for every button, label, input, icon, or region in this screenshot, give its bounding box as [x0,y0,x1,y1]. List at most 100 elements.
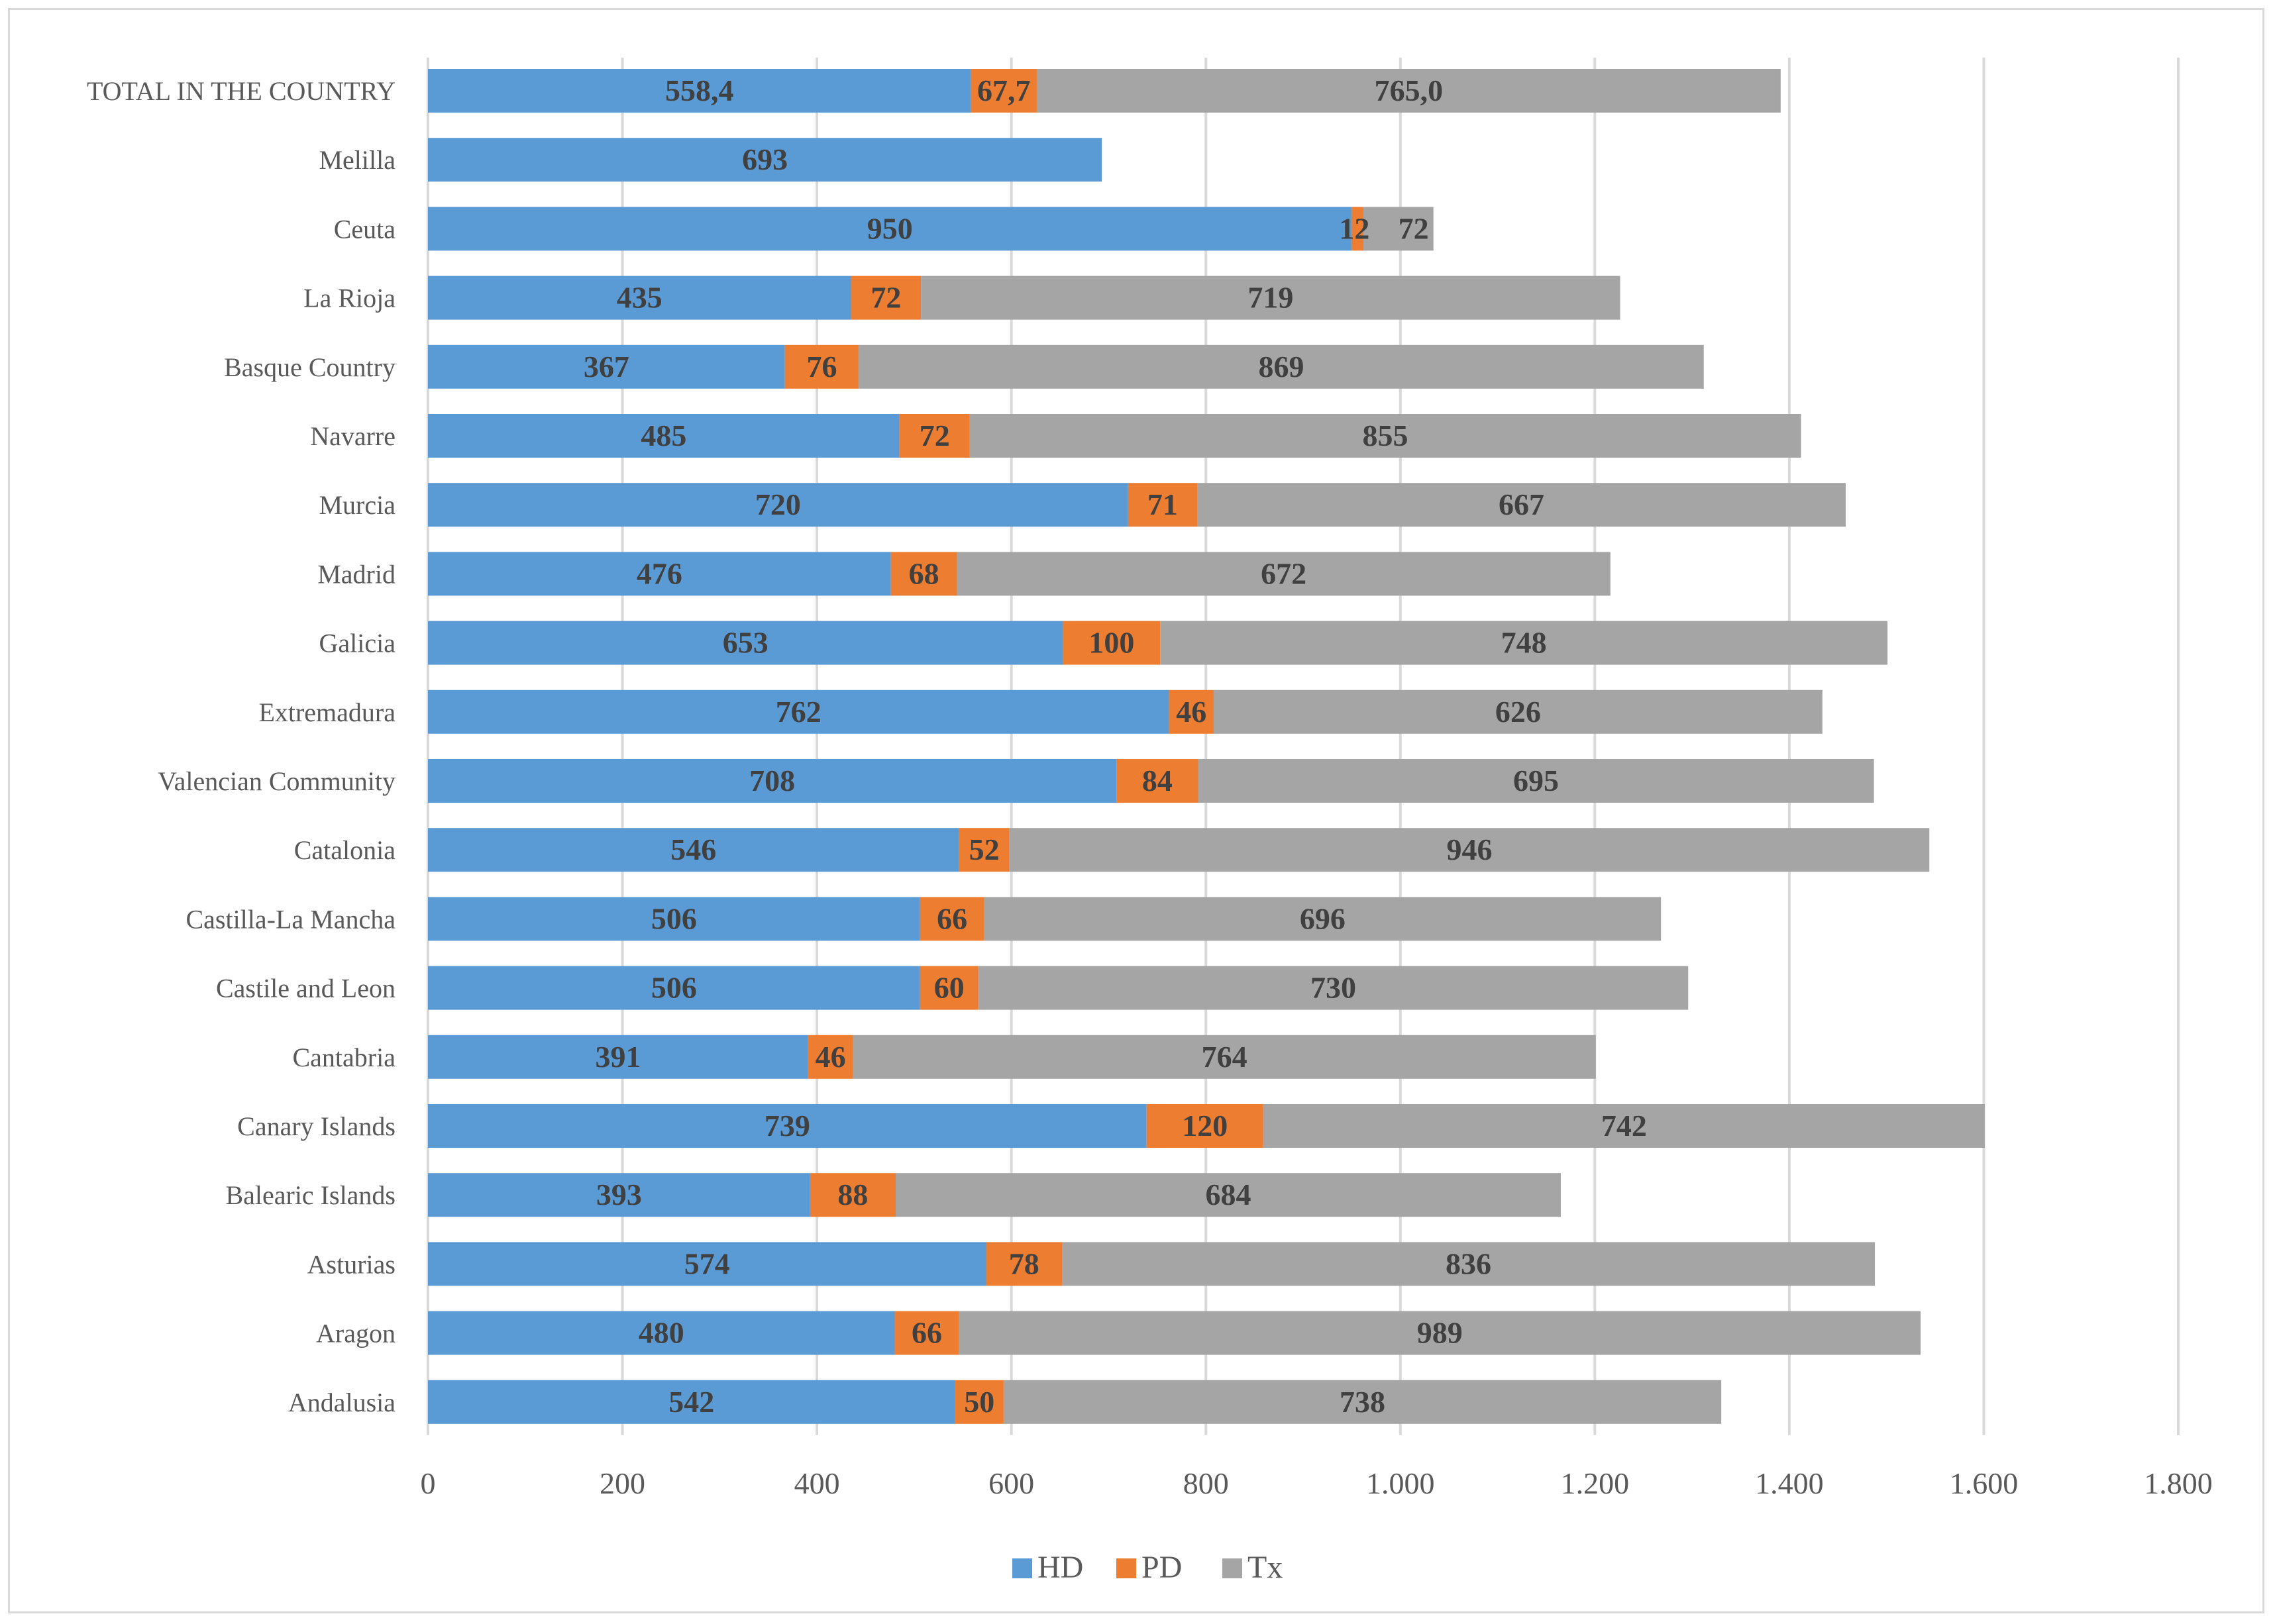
x-tick-label-1200: 1.200 [1561,1466,1630,1500]
data-label-hd-castile-and-leon: 506 [651,971,697,1005]
bar-pd-valencian-community [1116,759,1198,803]
category-label-extremadura: Extremadura [258,697,396,727]
data-label-tx-balearic-islands: 684 [1205,1178,1251,1211]
category-label-melilla: Melilla [319,145,396,175]
data-label-hd-aragon: 480 [639,1316,684,1350]
data-label-tx-murcia: 667 [1499,487,1544,521]
bar-tx-madrid [957,552,1611,596]
chart-frame: 558,4 67,7 765,0 693 950 12 72 435 72 719 367 76 869… [8,8,2264,1613]
x-tick-label-1000: 1.000 [1366,1466,1435,1500]
data-label-tx-ceuta: 72 [1399,211,1429,245]
bar-tx-navarre [969,414,1801,458]
category-label-cantabria: Cantabria [293,1042,396,1072]
bar-hd-murcia [428,483,1128,527]
data-label-pd-madrid: 68 [909,556,939,590]
data-labels-layer: 558,4 67,7 765,0 693 950 12 72 435 72 719 367 76 869… [584,74,1647,1419]
data-label-tx-la-rioja: 719 [1247,281,1293,315]
legend-swatch-pd [1116,1558,1136,1578]
bar-tx-valencian-community [1198,759,1874,803]
category-label-andalusia: Andalusia [288,1388,396,1417]
data-label-hd-melilla: 693 [742,142,788,176]
category-label-valencian-community: Valencian Community [158,766,396,796]
legend-label-tx: Tx [1247,1550,1283,1585]
bar-tx-castilla-la-mancha [984,897,1662,941]
bar-hd-canary-islands [428,1104,1147,1148]
bar-tx-total-in-the-country [1036,69,1781,113]
bar-tx-ceuta [1363,207,1434,251]
x-tick-label-0: 0 [421,1466,436,1500]
data-label-pd-galicia: 100 [1088,626,1134,660]
legend-swatch-hd [1012,1558,1032,1578]
data-label-pd-cantabria: 46 [816,1040,846,1074]
bar-tx-murcia [1197,483,1846,527]
bar-hd-castilla-la-mancha [428,897,920,941]
bar-hd-castile-and-leon [428,966,920,1010]
bar-pd-total-in-the-country [971,69,1037,113]
bar-hd-valencian-community [428,759,1117,803]
data-label-pd-murcia: 71 [1147,487,1178,521]
bar-tx-castile-and-leon [978,966,1689,1010]
data-label-tx-canary-islands: 742 [1601,1109,1647,1142]
category-label-basque-country: Basque Country [224,352,396,382]
data-label-pd-castile-and-leon: 60 [934,971,965,1005]
data-label-pd-asturias: 78 [1009,1246,1039,1280]
bar-hd-galicia [428,621,1063,665]
bar-pd-catalonia [959,828,1010,872]
legend-label-pd: PD [1141,1550,1182,1585]
x-tick-label-1600: 1.600 [1950,1466,2019,1500]
x-tick-label-1800: 1.800 [2144,1466,2213,1500]
data-label-hd-castilla-la-mancha: 506 [651,901,697,935]
category-label-galicia: Galicia [319,629,396,658]
bar-tx-canary-islands [1263,1104,1985,1148]
bars-layer [428,69,1985,1424]
data-label-pd-castilla-la-mancha: 66 [937,901,967,935]
category-label-balearic-islands: Balearic Islands [225,1180,396,1210]
data-label-tx-andalusia: 738 [1340,1385,1385,1419]
x-tick-label-1400: 1.400 [1755,1466,1824,1500]
data-label-hd-valencian-community: 708 [749,764,795,797]
data-label-tx-navarre: 855 [1363,419,1408,452]
data-label-tx-cantabria: 764 [1202,1040,1247,1074]
data-label-hd-basque-country: 367 [584,350,629,383]
data-label-pd-canary-islands: 120 [1182,1109,1228,1142]
category-label-aragon: Aragon [316,1319,396,1348]
data-label-pd-valencian-community: 84 [1142,764,1173,797]
bar-pd-castile-and-leon [920,966,979,1010]
data-label-hd-madrid: 476 [637,556,682,590]
bar-pd-andalusia [955,1380,1004,1424]
bar-tx-galicia [1160,621,1888,665]
data-label-pd-navarre: 72 [920,419,950,452]
data-label-pd-total-in-the-country: 67,7 [977,74,1031,107]
bar-hd-balearic-islands [428,1173,810,1217]
data-label-pd-andalusia: 50 [964,1385,994,1419]
category-axis: TOTAL IN THE COUNTRY Melilla Ceuta La Rioja… [87,76,396,1417]
bar-hd-total-in-the-country [428,69,971,113]
bar-hd-melilla [428,138,1102,182]
data-label-tx-castile-and-leon: 730 [1310,971,1356,1005]
data-label-tx-extremadura: 626 [1495,695,1541,729]
category-label-la-rioja: La Rioja [303,283,396,313]
data-label-tx-total-in-the-country: 765,0 [1375,74,1444,107]
category-label-castile-and-leon: Castile and Leon [216,974,396,1003]
category-label-ceuta: Ceuta [334,214,396,244]
data-label-pd-la-rioja: 72 [871,281,901,315]
bar-hd-aragon [428,1311,895,1355]
data-label-hd-catalonia: 546 [670,833,716,866]
data-label-pd-balearic-islands: 88 [837,1178,868,1211]
bar-tx-andalusia [1003,1380,1722,1424]
category-label-madrid: Madrid [317,559,396,589]
data-label-hd-galicia: 653 [723,626,768,660]
data-label-hd-canary-islands: 739 [765,1109,810,1142]
bar-pd-cantabria [808,1035,853,1079]
data-label-tx-asturias: 836 [1446,1246,1491,1280]
data-label-hd-ceuta: 950 [867,211,913,245]
category-label-canary-islands: Canary Islands [237,1111,396,1141]
bar-hd-ceuta [428,207,1352,251]
data-label-tx-catalonia: 946 [1446,833,1492,866]
bar-tx-aragon [959,1311,1921,1355]
category-label-navarre: Navarre [310,421,396,451]
bar-pd-canary-islands [1146,1104,1263,1148]
category-label-murcia: Murcia [319,490,396,520]
bar-pd-navarre [899,414,970,458]
bar-tx-basque-country [859,344,1704,389]
